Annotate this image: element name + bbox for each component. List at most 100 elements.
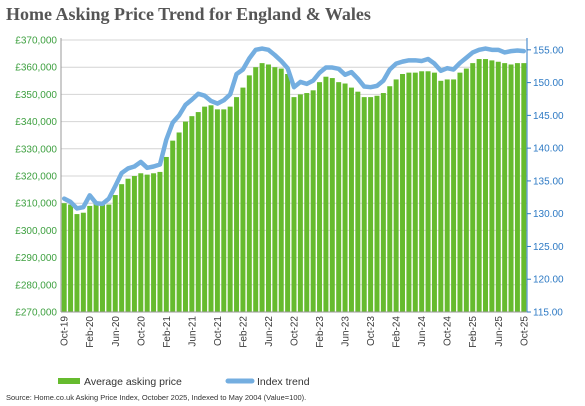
chart-title: Home Asking Price Trend for England & Wa… [6, 4, 371, 24]
y-left-tick-label: £290,000 [15, 253, 57, 264]
x-tick-label: Oct-24 [443, 316, 454, 346]
bar [246, 75, 252, 312]
bar [304, 93, 310, 312]
bar [387, 86, 393, 313]
bar [278, 68, 284, 312]
index-trend-line [61, 46, 527, 211]
legend-label-bars: Average asking price [84, 376, 182, 388]
y-right-tick-label: 125.00 [533, 242, 564, 253]
x-tick-label: Feb-25 [468, 316, 479, 348]
x-tick-label: Oct-21 [213, 316, 224, 346]
bar [457, 72, 463, 312]
y-right-tick-label: 135.00 [533, 176, 564, 187]
x-tick-label: Jun-24 [417, 316, 428, 347]
y-right-tick-label: 115.00 [533, 308, 563, 319]
bar [221, 109, 227, 312]
bar [176, 132, 182, 312]
bar [208, 105, 214, 312]
bar [202, 106, 208, 312]
bar [323, 76, 329, 312]
y-left-tick-label: £370,000 [15, 36, 57, 47]
bar [425, 71, 431, 312]
bar [195, 112, 201, 312]
bar [214, 109, 220, 312]
x-tick-label: Feb-21 [162, 316, 173, 348]
y-left-tick-label: £360,000 [15, 63, 57, 74]
bar [106, 204, 112, 312]
bar [317, 82, 323, 312]
bar [170, 140, 176, 312]
bar [112, 195, 118, 312]
bar [138, 173, 144, 312]
bar [253, 67, 259, 312]
x-tick-label: Oct-20 [136, 316, 147, 346]
bar [368, 97, 374, 313]
bar [400, 74, 406, 312]
bar [495, 61, 501, 313]
y-left-tick-label: £340,000 [15, 117, 57, 128]
y-right-tick-label: 150.00 [533, 78, 564, 89]
x-tick-label: Oct-19 [60, 316, 71, 346]
x-tick-label: Jun-20 [111, 316, 122, 347]
bar [61, 203, 67, 312]
bar [125, 178, 131, 312]
bar [342, 83, 348, 313]
x-tick-label: Feb-20 [85, 316, 96, 348]
y-right-tick-label: 140.00 [533, 144, 564, 155]
x-tick-label: Oct-25 [519, 316, 530, 346]
bar [151, 173, 157, 312]
x-tick-label: Oct-23 [366, 316, 377, 346]
y-left-tick-label: £310,000 [15, 199, 57, 210]
legend-swatch-bars [58, 378, 80, 384]
bar [361, 97, 367, 313]
y-right-tick-label: 155.00 [533, 45, 564, 56]
bar [259, 63, 265, 313]
bar [393, 79, 399, 312]
bar [444, 79, 450, 312]
bar [374, 95, 380, 312]
chart-source: Source: Home.co.uk Asking Price Index, O… [6, 393, 307, 402]
bar [451, 79, 457, 312]
bar [508, 64, 514, 312]
bar [329, 78, 335, 312]
bar [412, 72, 418, 312]
bar [406, 72, 412, 312]
bar [291, 97, 297, 313]
bar [380, 93, 386, 312]
y-left-tick-label: £300,000 [15, 226, 57, 237]
bar [521, 63, 527, 313]
bar [163, 156, 169, 312]
bar [419, 71, 425, 312]
bar [131, 176, 137, 312]
bar [514, 63, 520, 313]
y-left-tick-label: £350,000 [15, 90, 57, 101]
x-tick-label: Jun-23 [341, 316, 352, 347]
x-tick-label: Feb-23 [315, 316, 326, 348]
y-left-tick-label: £320,000 [15, 172, 57, 183]
bar [68, 204, 74, 312]
bar [227, 106, 233, 312]
x-tick-label: Feb-22 [238, 316, 249, 348]
bar [355, 91, 361, 313]
bar [272, 67, 278, 312]
bar [119, 184, 125, 312]
bar [144, 174, 150, 312]
bar [182, 121, 188, 312]
bar [297, 94, 303, 313]
bar [100, 204, 105, 312]
bar [240, 87, 246, 312]
bar [74, 214, 80, 312]
x-tick-label: Jun-21 [187, 316, 198, 347]
y-left-tick-label: £280,000 [15, 280, 57, 291]
bar [265, 64, 271, 312]
bar [310, 90, 316, 312]
bar [285, 74, 291, 312]
bar [189, 116, 195, 312]
bar [336, 82, 342, 312]
bar [489, 60, 495, 313]
x-tick-label: Oct-22 [290, 316, 301, 346]
bar [476, 59, 482, 312]
bar [80, 212, 86, 312]
